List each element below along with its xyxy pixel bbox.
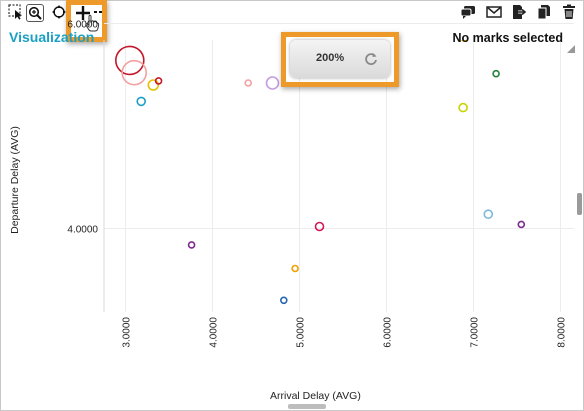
hand-cursor-icon: [84, 14, 100, 32]
reset-zoom-icon[interactable]: [364, 52, 378, 71]
zoom-level-indicator: [290, 40, 390, 78]
data-point[interactable]: [458, 102, 468, 113]
x-tick-label: 7.0000: [470, 317, 481, 348]
y-axis-ticks: 4.0000 6.0000: [67, 20, 98, 236]
email-icon[interactable]: [485, 3, 503, 21]
data-point[interactable]: [314, 221, 325, 232]
pan-icon[interactable]: [50, 3, 68, 21]
data-point[interactable]: [224, 0, 248, 14]
horizontal-scrollbar[interactable]: [288, 404, 326, 409]
data-point[interactable]: [244, 79, 252, 87]
vertical-scrollbar[interactable]: [577, 193, 582, 215]
x-tick-label: 5.0000: [296, 317, 307, 348]
x-tick-label: 6.0000: [383, 317, 394, 348]
data-point[interactable]: [115, 45, 145, 76]
data-point[interactable]: [187, 241, 196, 249]
x-axis-label: Arrival Delay (AVG): [270, 390, 361, 402]
zoom-indicator-highlight: [281, 32, 399, 87]
grid-lines: [103, 23, 574, 312]
y-axis-label: Departure Delay (AVG): [9, 126, 21, 234]
x-axis-ticks: 3.0000 4.0000 5.0000 6.0000 7.0000 8.0000: [122, 317, 568, 348]
select-arrow-icon[interactable]: [7, 3, 25, 21]
data-point[interactable]: [279, 296, 288, 305]
data-point[interactable]: [517, 220, 526, 229]
visualization-title: Visualization: [9, 29, 95, 45]
data-point[interactable]: [136, 96, 146, 107]
selection-status: No marks selected: [452, 31, 563, 45]
x-tick-label: 3.0000: [122, 317, 133, 348]
x-tick-label: 4.0000: [209, 317, 220, 348]
plus-move-icon[interactable]: [74, 4, 92, 22]
x-tick-label: 8.0000: [557, 317, 568, 348]
move-tool-highlight: [66, 0, 107, 42]
data-point[interactable]: [154, 77, 163, 85]
export-icon[interactable]: [510, 3, 528, 21]
toolbar: [0, 0, 584, 26]
y-tick-label: 6.0000: [67, 20, 98, 31]
resize-handle-icon[interactable]: [567, 40, 575, 53]
data-point[interactable]: [182, 339, 190, 347]
y-axis-label-box: Departure Delay (AVG): [5, 126, 25, 234]
comment-icon[interactable]: [459, 3, 477, 21]
data-points: [115, 0, 526, 402]
zoom-level-text: 200%: [316, 52, 345, 64]
data-point[interactable]: [130, 384, 148, 402]
more-icon[interactable]: [93, 3, 103, 21]
data-point[interactable]: [291, 264, 299, 273]
data-point[interactable]: [460, 35, 467, 42]
data-point[interactable]: [265, 76, 280, 90]
zoom-icon[interactable]: [26, 4, 44, 22]
data-point[interactable]: [483, 209, 494, 219]
trash-icon[interactable]: [560, 3, 578, 21]
data-point[interactable]: [492, 69, 500, 78]
data-point[interactable]: [186, 0, 240, 37]
copy-icon[interactable]: [535, 3, 553, 21]
data-point[interactable]: [121, 59, 147, 86]
data-point[interactable]: [147, 79, 160, 91]
y-tick-label: 4.0000: [67, 225, 98, 236]
